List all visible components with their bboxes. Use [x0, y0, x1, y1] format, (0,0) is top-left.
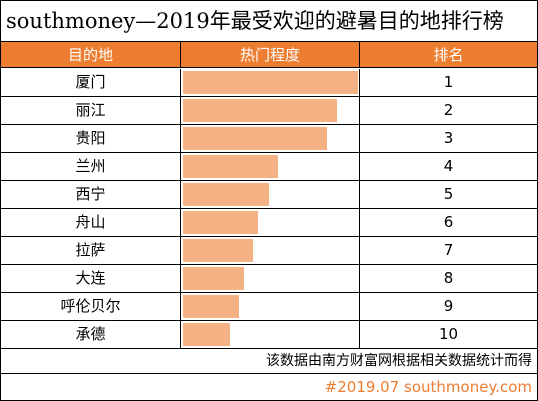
- table-row: 拉萨 7: [1, 237, 537, 265]
- destination-cell: 厦门: [1, 69, 181, 96]
- popularity-bar: [183, 239, 253, 262]
- destination-cell: 丽江: [1, 97, 181, 124]
- destination-cell: 贵阳: [1, 125, 181, 152]
- popularity-cell: [181, 265, 360, 292]
- table-row: 贵阳 3: [1, 125, 537, 153]
- popularity-cell: [181, 125, 360, 152]
- source-note: 该数据由南方财富网根据相关数据统计而得: [266, 353, 532, 369]
- table-row: 厦门 1: [1, 69, 537, 97]
- popularity-bar: [183, 99, 337, 122]
- popularity-bar: [183, 127, 327, 150]
- destination-cell: 大连: [1, 265, 181, 292]
- popularity-bar: [183, 183, 269, 206]
- popularity-cell: [181, 97, 360, 124]
- table-title: southmoney—2019年最受欢迎的避暑目的地排行榜: [1, 1, 537, 42]
- rank-cell: 8: [443, 269, 454, 287]
- popularity-cell: [181, 209, 360, 236]
- popularity-cell: [181, 321, 360, 348]
- table-row: 大连 8: [1, 265, 537, 293]
- popularity-cell: [181, 237, 360, 264]
- rank-cell: 6: [443, 213, 454, 231]
- rank-cell: 5: [443, 185, 454, 203]
- popularity-bar: [183, 323, 230, 346]
- table-row: 承德 10: [1, 321, 537, 349]
- header-rank: 排名: [360, 42, 537, 68]
- popularity-bar: [183, 295, 239, 318]
- rank-cell: 10: [438, 325, 459, 343]
- destination-cell: 承德: [1, 321, 181, 348]
- popularity-cell: [181, 293, 360, 320]
- header-popularity: 热门程度: [181, 42, 360, 68]
- table-row: 丽江 2: [1, 97, 537, 125]
- rank-cell: 9: [443, 297, 454, 315]
- destination-cell: 呼伦贝尔: [1, 293, 181, 320]
- popularity-cell: [181, 69, 360, 96]
- rank-cell: 2: [443, 101, 454, 119]
- popularity-bar: [183, 155, 278, 178]
- popularity-bar: [183, 267, 244, 290]
- table-row: 兰州 4: [1, 153, 537, 181]
- table-row: 呼伦贝尔 9: [1, 293, 537, 321]
- header-destination: 目的地: [1, 42, 181, 68]
- popularity-bar: [183, 71, 358, 94]
- rank-cell: 3: [443, 129, 454, 147]
- divider: [1, 373, 537, 374]
- rank-cell: 7: [443, 241, 454, 259]
- rank-cell: 4: [443, 157, 454, 175]
- destination-cell: 舟山: [1, 209, 181, 236]
- destination-cell: 兰州: [1, 153, 181, 180]
- popularity-cell: [181, 181, 360, 208]
- destination-cell: 拉萨: [1, 237, 181, 264]
- rank-cell: 1: [443, 73, 454, 91]
- popularity-cell: [181, 153, 360, 180]
- popularity-bar: [183, 211, 258, 234]
- footer-watermark: #2019.07 southmoney.com: [324, 378, 532, 396]
- table-row: 西宁 5: [1, 181, 537, 209]
- destination-cell: 西宁: [1, 181, 181, 208]
- table-row: 舟山 6: [1, 209, 537, 237]
